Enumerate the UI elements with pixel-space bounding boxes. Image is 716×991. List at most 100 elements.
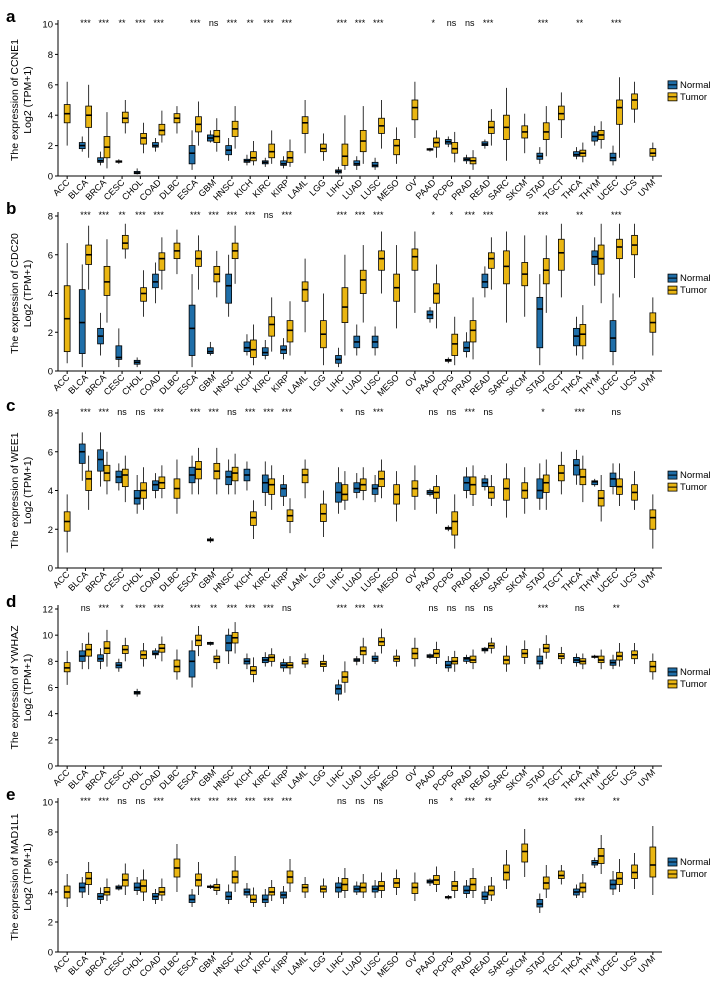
box-normal-PRAD: [463, 654, 470, 664]
box-iqr: [451, 511, 459, 536]
box-normal-GBM: [207, 130, 214, 143]
significance-label: ***: [336, 18, 347, 28]
significance-label: ***: [355, 603, 366, 613]
significance-label: ***: [574, 407, 585, 417]
box-iqr: [341, 484, 349, 501]
box-normal-KIRP: [280, 658, 287, 672]
significance-label: ***: [153, 210, 164, 220]
box-tumor-KIRC: [268, 648, 276, 667]
significance-label: ***: [190, 796, 201, 806]
y-tick-label: 2: [48, 735, 53, 746]
box-iqr: [158, 252, 166, 271]
x-tick-label: UCS: [618, 767, 639, 788]
box-normal-BRCA: [97, 432, 104, 487]
box-tumor-MESO: [393, 869, 400, 895]
legend-label-normal: Normal: [680, 80, 711, 91]
significance-label: ***: [538, 18, 549, 28]
panel-label: d: [6, 592, 16, 611]
box-normal-STAD: [536, 147, 544, 164]
box-normal-BRCA: [97, 648, 104, 670]
box-tumor-OV: [411, 637, 419, 667]
x-tick-label: KICH: [232, 372, 254, 394]
box-tumor-UVM: [649, 142, 657, 161]
significance-label: ***: [336, 603, 347, 613]
x-tick-label: ESCA: [175, 767, 199, 791]
box-normal-CESC: [115, 658, 123, 672]
box-normal-ESCA: [188, 889, 196, 907]
box-normal-GBM: [207, 537, 214, 543]
box-tumor-SKCM: [521, 235, 529, 317]
significance-label: ***: [98, 603, 109, 613]
box-normal-LIHC: [335, 877, 342, 898]
significance-label: ***: [153, 603, 164, 613]
box-tumor-THCA: [579, 305, 587, 360]
x-tick-label: COAD: [138, 569, 164, 595]
significance-label: ns: [374, 796, 384, 806]
box-normal-COAD: [152, 262, 159, 304]
box-tumor-ESCA: [195, 447, 202, 495]
significance-label: ***: [282, 796, 293, 806]
significance-label: ***: [263, 796, 274, 806]
box-normal-READ: [481, 886, 489, 904]
significance-label: ns: [117, 796, 127, 806]
box-normal-LIHC: [335, 166, 342, 175]
box-tumor-BLCA: [85, 84, 93, 158]
y-axis-subtitle: Log2 (TPM+1): [22, 457, 34, 524]
y-tick-label: 6: [48, 250, 53, 261]
x-tick-label: HNSC: [211, 372, 236, 397]
box-iqr: [481, 273, 489, 289]
box-tumor-DLBC: [173, 459, 181, 514]
box-iqr: [558, 238, 565, 271]
box-tumor-UVM: [649, 826, 657, 895]
box-iqr: [301, 468, 309, 484]
box-iqr: [140, 287, 147, 302]
box-tumor-LIHC: [341, 471, 349, 510]
box-normal-UCEC: [609, 654, 617, 670]
box-normal-BLCA: [78, 643, 86, 670]
y-tick-label: 0: [48, 172, 53, 183]
significance-label: ***: [282, 407, 293, 417]
y-tick-label: 10: [42, 631, 53, 642]
box-normal-STAD: [536, 463, 544, 510]
box-normal-CHOL: [133, 877, 141, 895]
box-tumor-BRCA: [103, 629, 111, 667]
box-tumor-TGCT: [558, 223, 565, 298]
box-tumor-ACC: [63, 81, 71, 146]
box-normal-KIRP: [280, 156, 287, 169]
box-tumor-SARC: [503, 231, 510, 323]
significance-label: **: [613, 603, 621, 613]
y-axis-title: The expression of YWHAZ: [9, 625, 21, 750]
significance-label: ***: [227, 796, 238, 806]
box-normal-THCA: [573, 653, 580, 667]
box-tumor-KIRP: [286, 139, 294, 167]
significance-label: ***: [190, 603, 201, 613]
x-tick-label: ESCA: [175, 569, 199, 593]
box-tumor-OV: [411, 465, 419, 510]
box-tumor-PRAD: [469, 868, 477, 898]
significance-label: ***: [208, 407, 219, 417]
box-iqr: [463, 341, 470, 353]
significance-label: ***: [80, 18, 91, 28]
significance-label: ns: [465, 603, 475, 613]
box-iqr: [542, 474, 550, 493]
box-normal-COAD: [152, 889, 159, 904]
box-normal-HNSC: [225, 884, 232, 904]
x-tick-label: KIRC: [251, 953, 274, 976]
box-normal-READ: [481, 266, 489, 298]
y-tick-label: 8: [48, 657, 53, 668]
box-iqr: [243, 341, 251, 353]
box-tumor-PRAD: [469, 150, 477, 170]
box-tumor-HNSC: [231, 856, 239, 892]
box-tumor-PRAD: [469, 649, 477, 670]
box-tumor-MESO: [393, 245, 400, 329]
significance-label: ns: [575, 603, 585, 613]
box-normal-HNSC: [225, 254, 232, 317]
box-iqr: [573, 459, 580, 476]
y-axis-subtitle: Log2 (TPM+1): [22, 66, 34, 133]
box-tumor-READ: [488, 109, 495, 146]
box-normal-THCA: [573, 884, 580, 898]
significance-label: ***: [245, 210, 256, 220]
box-normal-BLCA: [78, 432, 86, 481]
box-normal-PAAD: [426, 878, 434, 886]
